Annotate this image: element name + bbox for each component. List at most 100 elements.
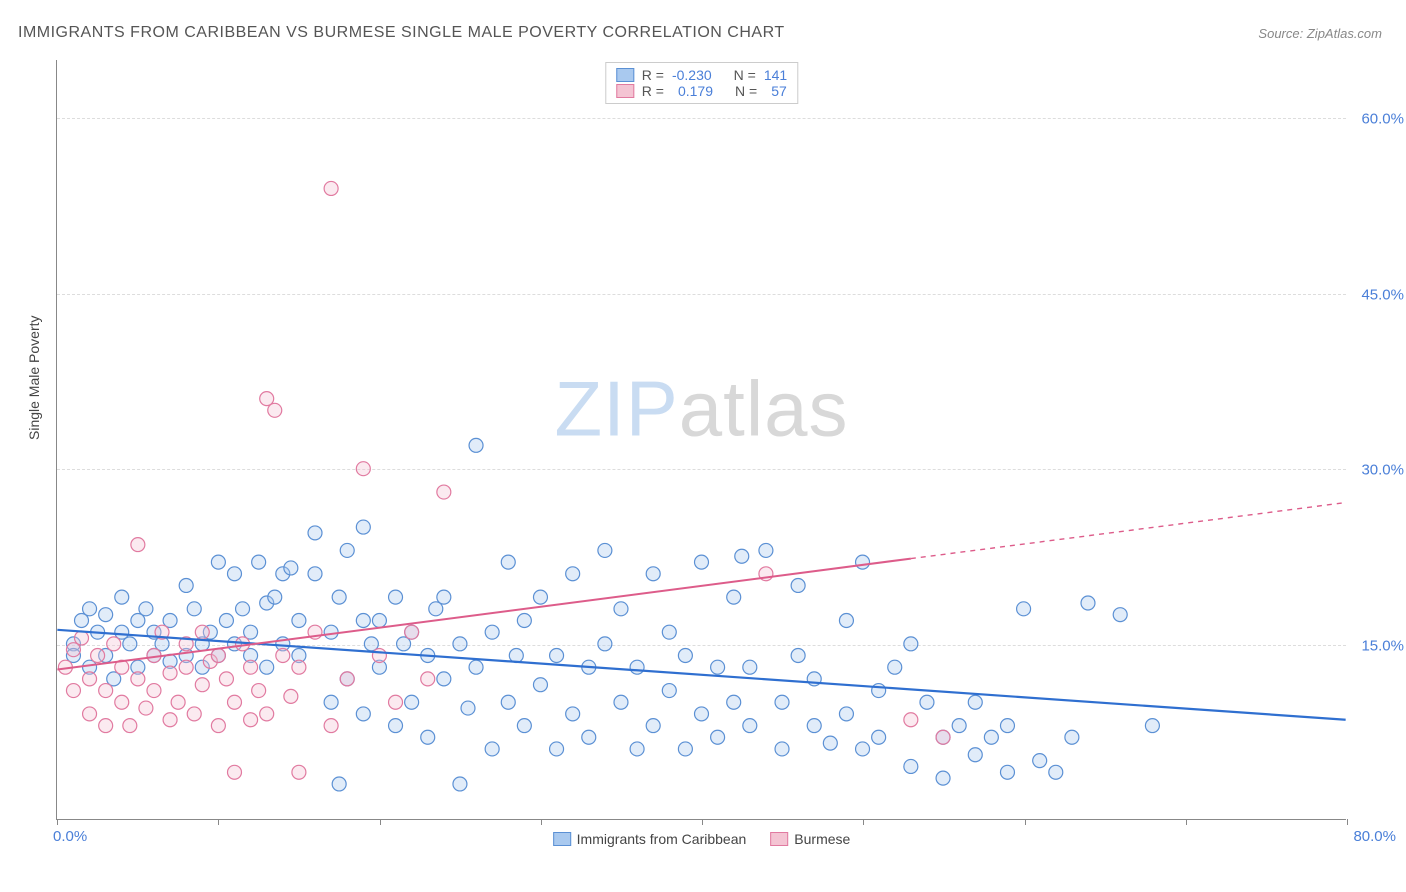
data-point <box>115 590 129 604</box>
data-point <box>1113 608 1127 622</box>
data-point <box>1000 719 1014 733</box>
data-point <box>711 730 725 744</box>
source-name: ZipAtlas.com <box>1307 26 1382 41</box>
regression-line-extrapolated <box>911 503 1346 559</box>
data-point <box>485 742 499 756</box>
data-point <box>308 567 322 581</box>
data-point <box>936 771 950 785</box>
data-point <box>292 765 306 779</box>
chart-title: IMMIGRANTS FROM CARIBBEAN VS BURMESE SIN… <box>18 24 785 42</box>
data-point <box>646 567 660 581</box>
data-point <box>211 555 225 569</box>
y-tick-label: 45.0% <box>1354 286 1404 303</box>
data-point <box>171 695 185 709</box>
data-point <box>260 707 274 721</box>
data-point <box>968 748 982 762</box>
data-point <box>856 555 870 569</box>
data-point <box>453 777 467 791</box>
data-point <box>952 719 966 733</box>
data-point <box>872 684 886 698</box>
data-point <box>219 614 233 628</box>
data-point <box>324 695 338 709</box>
data-point <box>332 777 346 791</box>
data-point <box>211 719 225 733</box>
data-point <box>807 719 821 733</box>
data-point <box>284 689 298 703</box>
data-point <box>646 719 660 733</box>
data-point <box>888 660 902 674</box>
data-point <box>421 672 435 686</box>
source-label: Source: <box>1258 26 1303 41</box>
data-point <box>139 602 153 616</box>
r-label: R = <box>642 83 664 99</box>
data-point <box>179 578 193 592</box>
data-point <box>131 672 145 686</box>
data-point <box>389 695 403 709</box>
data-point <box>99 719 113 733</box>
data-point <box>904 759 918 773</box>
data-point <box>340 543 354 557</box>
data-point <box>856 742 870 756</box>
data-point <box>372 649 386 663</box>
y-tick-label: 15.0% <box>1354 637 1404 654</box>
data-point <box>630 660 644 674</box>
legend-correlation-box: R = -0.230 N = 141 R = 0.179 N = 57 <box>605 62 798 104</box>
data-point <box>268 403 282 417</box>
data-point <box>904 637 918 651</box>
data-point <box>179 660 193 674</box>
data-point <box>485 625 499 639</box>
data-point <box>437 485 451 499</box>
data-point <box>276 649 290 663</box>
data-point <box>1065 730 1079 744</box>
chart-container: IMMIGRANTS FROM CARIBBEAN VS BURMESE SIN… <box>0 0 1406 892</box>
data-point <box>284 561 298 575</box>
data-point <box>872 730 886 744</box>
data-point <box>292 614 306 628</box>
data-point <box>437 672 451 686</box>
data-point <box>195 625 209 639</box>
data-point <box>244 713 258 727</box>
data-point <box>227 695 241 709</box>
data-point <box>75 631 89 645</box>
data-point <box>123 637 137 651</box>
data-point <box>839 614 853 628</box>
r-value-caribbean: -0.230 <box>672 67 712 83</box>
data-point <box>598 543 612 557</box>
series-label-caribbean: Immigrants from Caribbean <box>577 831 747 847</box>
data-point <box>533 678 547 692</box>
data-point <box>630 742 644 756</box>
swatch-caribbean <box>553 832 571 846</box>
x-axis-min-label: 0.0% <box>53 828 87 845</box>
swatch-burmese <box>616 84 634 98</box>
data-point <box>1081 596 1095 610</box>
data-point <box>1000 765 1014 779</box>
data-point <box>405 625 419 639</box>
data-point <box>83 707 97 721</box>
plot-area: ZIPatlas 15.0%30.0%45.0%60.0% R = -0.230… <box>56 60 1346 820</box>
swatch-burmese <box>770 832 788 846</box>
data-point <box>260 660 274 674</box>
legend-series: Immigrants from Caribbean Burmese <box>553 831 851 847</box>
x-axis-max-label: 80.0% <box>1353 828 1396 845</box>
legend-item-caribbean: Immigrants from Caribbean <box>553 831 747 847</box>
r-label: R = <box>642 67 664 83</box>
n-value-burmese: 57 <box>771 83 787 99</box>
data-point <box>743 719 757 733</box>
n-label: N = <box>735 83 757 99</box>
data-point <box>775 695 789 709</box>
data-point <box>501 555 515 569</box>
data-point <box>469 438 483 452</box>
data-point <box>332 590 346 604</box>
n-label: N = <box>734 67 756 83</box>
data-point <box>99 608 113 622</box>
data-point <box>727 695 741 709</box>
data-point <box>83 672 97 686</box>
data-point <box>984 730 998 744</box>
data-point <box>99 684 113 698</box>
data-point <box>252 555 266 569</box>
data-point <box>509 649 523 663</box>
data-point <box>163 713 177 727</box>
data-point <box>1049 765 1063 779</box>
data-point <box>759 543 773 557</box>
y-tick-label: 30.0% <box>1354 462 1404 479</box>
